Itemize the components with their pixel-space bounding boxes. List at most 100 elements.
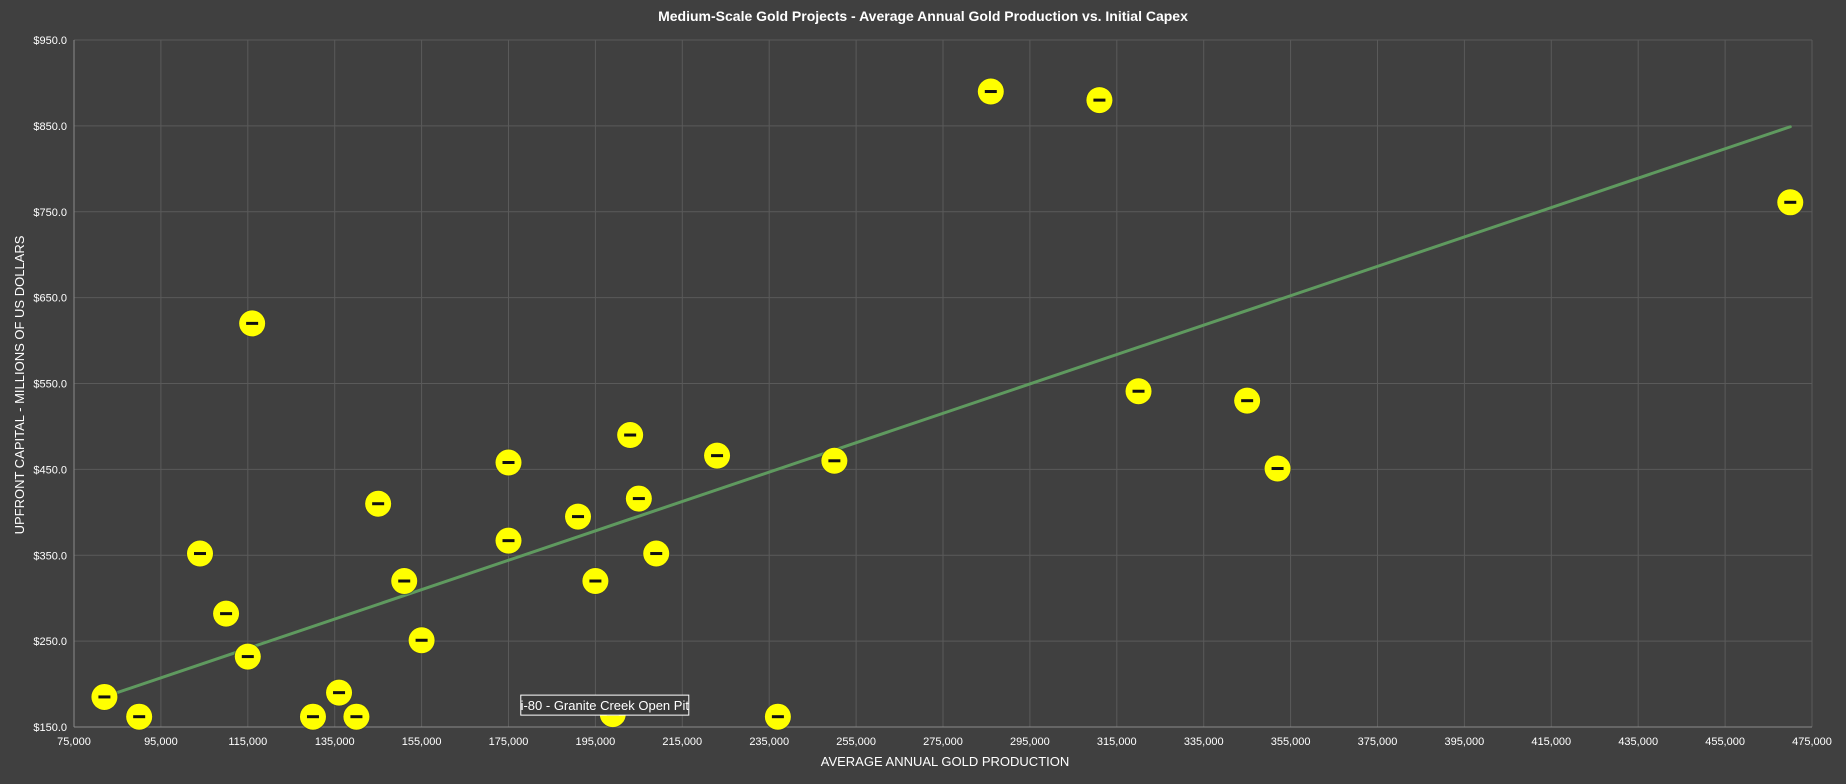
data-point-dash [194,552,207,556]
data-point[interactable] [186,539,215,568]
x-tick-label: 375,000 [1358,736,1398,748]
x-tick-label: 115,000 [228,736,267,748]
data-points [90,77,1805,731]
trendline [102,125,1792,699]
x-tick-label: 95,000 [144,736,178,748]
data-point-dash [246,321,259,325]
data-point[interactable] [564,502,593,531]
data-point-dash [372,502,385,506]
x-tick-label: 135,000 [315,736,355,748]
x-tick-label: 235,000 [749,736,789,748]
x-tick-label: 195,000 [576,736,616,748]
data-point-dash [572,515,585,519]
data-point[interactable] [820,446,849,475]
data-point-dash [306,715,319,719]
chart-title: Medium-Scale Gold Projects - Average Ann… [658,8,1188,24]
data-point[interactable] [1124,377,1153,406]
x-tick-label: 435,000 [1618,736,1658,748]
data-point[interactable] [616,421,645,450]
x-tick-label: 455,000 [1705,736,1745,748]
data-point-dash [1093,98,1106,102]
data-point-dash [415,638,428,642]
x-tick-label: 475,000 [1792,736,1832,748]
x-tick-labels: 75,000 95,000 115,000 135,000 155,000 175,000… [57,736,1832,748]
y-tick-label: $350.0 [33,550,67,562]
x-tick-label: 315,000 [1097,736,1137,748]
data-point-dash [828,459,841,463]
grid-lines [73,39,1813,728]
tooltip-text: i-80 - Granite Creek Open Pit [521,698,690,713]
data-point[interactable] [298,702,327,731]
data-point-dash [333,691,346,695]
y-tick-label: $850.0 [33,121,67,133]
y-tick-label: $750.0 [33,207,67,219]
data-point-dash [1241,399,1254,403]
point-tooltip: i-80 - Granite Creek Open Pit [520,694,690,716]
data-point[interactable] [976,77,1005,106]
data-point-dash [1132,389,1145,393]
data-point-dash [589,579,602,583]
x-tick-label: 155,000 [402,736,442,748]
data-point[interactable] [703,441,732,470]
y-tick-label: $450.0 [33,464,67,476]
data-point[interactable] [1233,386,1262,415]
data-point[interactable] [581,567,610,596]
x-tick-label: 415,000 [1531,736,1571,748]
y-tick-labels: $150.0 $250.0 $350.0 $450.0 $550.0 $650.0 $750… [33,35,67,734]
data-point-dash [398,579,411,583]
x-tick-label: 215,000 [662,736,702,748]
data-point[interactable] [125,702,154,731]
y-tick-label: $950.0 [33,35,67,47]
x-tick-label: 75,000 [57,736,91,748]
x-tick-label: 335,000 [1184,736,1224,748]
data-point-dash [220,612,233,616]
data-point-dash [98,695,111,699]
data-point[interactable] [1085,86,1114,115]
data-point[interactable] [233,642,262,671]
data-point[interactable] [494,526,523,555]
trendline-path [102,125,1792,699]
data-point-dash [502,539,515,543]
data-point[interactable] [325,678,354,707]
y-tick-label: $150.0 [33,722,67,734]
y-axis-title: UPFRONT CAPITAL - MILLIONS OF US DOLLARS [12,235,27,534]
data-point-dash [650,552,663,556]
x-tick-label: 275,000 [923,736,963,748]
y-tick-label: $550.0 [33,379,67,391]
data-point[interactable] [238,309,267,338]
data-point-dash [711,454,724,458]
x-tick-label: 355,000 [1271,736,1311,748]
x-tick-label: 395,000 [1445,736,1485,748]
data-point[interactable] [624,484,653,513]
y-tick-label: $650.0 [33,293,67,305]
data-point[interactable] [390,567,419,596]
data-point[interactable] [342,702,371,731]
data-point[interactable] [494,448,523,477]
data-point-dash [350,715,363,719]
data-point[interactable] [212,599,241,628]
x-tick-label: 255,000 [836,736,876,748]
data-point-dash [984,90,997,94]
x-axis-title: AVERAGE ANNUAL GOLD PRODUCTION [821,754,1070,769]
data-point[interactable] [763,702,792,731]
x-tick-label: 295,000 [1010,736,1050,748]
data-point-dash [1784,200,1797,204]
data-point[interactable] [1263,454,1292,483]
data-point[interactable] [90,682,119,711]
tooltip-box [520,694,690,716]
data-point-dash [624,433,637,437]
y-tick-label: $250.0 [33,636,67,648]
data-point[interactable] [1776,188,1805,217]
data-point-dash [771,715,784,719]
data-point-dash [241,655,254,659]
data-point-dash [1271,467,1284,471]
data-point-dash [502,461,515,465]
data-point[interactable] [407,626,436,655]
data-point-dash [133,715,146,719]
x-tick-label: 175,000 [489,736,529,748]
data-point[interactable] [642,539,671,568]
data-point-dash [632,497,645,501]
data-point[interactable] [364,489,393,518]
